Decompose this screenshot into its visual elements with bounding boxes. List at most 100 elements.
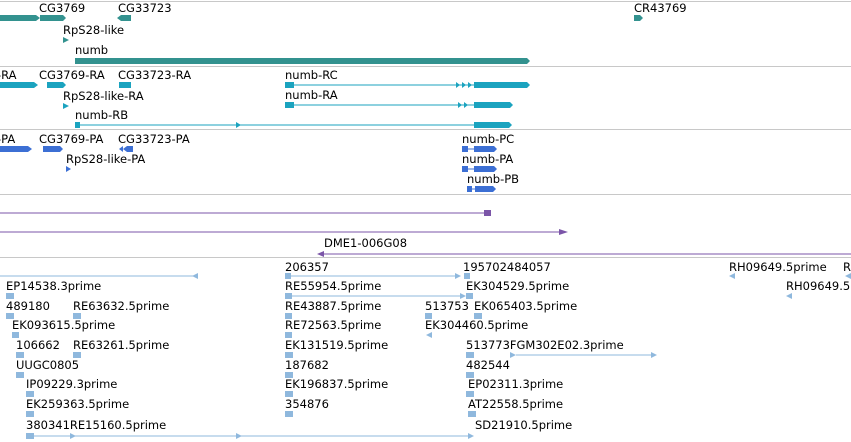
protein-label: RpS28-like-PA xyxy=(66,152,145,166)
est-label: 489180 xyxy=(6,299,50,313)
est-feature[interactable] xyxy=(0,273,198,279)
est-feature[interactable] xyxy=(285,411,293,417)
track-separators xyxy=(0,1,851,258)
est-feature[interactable] xyxy=(6,313,14,319)
est-feature[interactable] xyxy=(474,313,482,319)
transcript-label: numb-RA xyxy=(285,88,338,102)
gene-feature-cg3769[interactable]: CG3769 xyxy=(39,1,85,21)
est-label: EK131519.5prime xyxy=(285,338,388,352)
transcript-label: numb-RC xyxy=(285,68,338,82)
gene-track: CG3769 CG33723 RpS28-like numb CR43769 xyxy=(0,1,687,64)
gene-feature-partial[interactable] xyxy=(0,15,40,21)
est-feature[interactable] xyxy=(466,372,474,378)
est-feature[interactable] xyxy=(786,293,792,299)
est-feature[interactable] xyxy=(285,352,293,358)
est-label: 106662 xyxy=(16,338,60,352)
est-label: 354876 xyxy=(285,397,329,411)
est-feature[interactable] xyxy=(425,313,432,319)
transcript-feature[interactable]: CG3769-RA xyxy=(39,68,105,88)
est-feature[interactable] xyxy=(510,352,657,358)
est-feature[interactable] xyxy=(73,313,81,319)
transcript-label: -RA xyxy=(0,68,17,82)
est-label: EK196837.5prime xyxy=(285,377,388,391)
protein-feature[interactable]: -PA xyxy=(0,132,32,152)
protein-label: numb-PB xyxy=(467,172,519,186)
protein-feature[interactable]: CG33723-PA xyxy=(118,132,190,152)
transcript-feature-numb-rc[interactable]: numb-RC xyxy=(285,68,530,88)
transcript-feature[interactable]: CG33723-RA xyxy=(118,68,191,88)
clone-label: DME1-006G08 xyxy=(324,236,407,250)
est-feature[interactable] xyxy=(16,372,24,378)
protein-feature[interactable]: RpS28-like-PA xyxy=(66,152,145,172)
est-label: RH09649.5 xyxy=(786,279,850,293)
est-label: RE63261.5prime xyxy=(73,338,169,352)
protein-track: -PA CG3769-PA CG33723-PA numb-PC RpS28-l… xyxy=(0,132,519,192)
gene-label: CR43769 xyxy=(634,1,687,15)
est-feature[interactable] xyxy=(285,391,293,397)
gene-feature-cr43769[interactable]: CR43769 xyxy=(634,1,687,21)
clone-feature[interactable] xyxy=(0,229,568,235)
est-feature[interactable] xyxy=(285,332,292,338)
gene-feature-numb[interactable]: numb xyxy=(75,43,530,64)
transcript-label: numb-RB xyxy=(75,108,128,122)
protein-label: numb-PC xyxy=(462,132,514,146)
transcript-feature[interactable]: -RA xyxy=(0,68,38,88)
gene-label: CG33723 xyxy=(118,1,172,15)
est-feature[interactable] xyxy=(466,293,473,299)
protein-label: CG3769-PA xyxy=(39,132,104,146)
est-track: 206357 195702484057 RH09649.5prime R EP1… xyxy=(0,260,851,439)
protein-label: -PA xyxy=(0,132,15,146)
gene-label: numb xyxy=(75,43,108,57)
est-feature[interactable] xyxy=(466,391,474,397)
est-label: 513753 xyxy=(425,299,469,313)
est-feature[interactable] xyxy=(26,433,474,439)
est-feature-rh09649[interactable] xyxy=(729,273,735,279)
est-label: RE43887.5prime xyxy=(285,299,381,313)
est-feature[interactable] xyxy=(285,293,466,299)
transcript-label: CG33723-RA xyxy=(118,68,191,82)
gene-feature-rps28-like[interactable]: RpS28-like xyxy=(63,23,124,43)
clone-feature[interactable] xyxy=(0,210,491,216)
est-label: 380341RE15160.5prime xyxy=(26,418,166,432)
est-feature[interactable] xyxy=(16,352,24,358)
est-label: 513773FGM302E02.3prime xyxy=(466,338,624,352)
est-label: EK304529.5prime xyxy=(466,279,569,293)
est-feature-206357[interactable] xyxy=(285,273,461,279)
transcript-feature-numb-ra[interactable]: numb-RA xyxy=(285,88,513,108)
est-label: EK304460.5prime xyxy=(425,318,528,332)
est-label: RE55954.5prime xyxy=(285,279,381,293)
protein-feature-numb-pa[interactable]: numb-PA xyxy=(462,152,513,172)
gene-feature-cg33723[interactable]: CG33723 xyxy=(117,1,172,21)
est-label: EP02311.3prime xyxy=(468,377,563,391)
est-label: 206357 xyxy=(285,260,329,274)
est-feature-r[interactable] xyxy=(845,273,851,279)
est-label: SD21910.5prime xyxy=(475,418,572,432)
est-feature[interactable] xyxy=(426,332,432,338)
transcript-feature-numb-rb[interactable]: numb-RB xyxy=(75,108,512,128)
est-feature[interactable] xyxy=(285,313,292,319)
transcript-feature[interactable]: RpS28-like-RA xyxy=(63,89,144,109)
protein-label: CG33723-PA xyxy=(118,132,190,146)
est-label: EK259363.5prime xyxy=(26,397,129,411)
est-feature[interactable] xyxy=(26,391,34,397)
protein-feature[interactable]: CG3769-PA xyxy=(39,132,104,152)
protein-feature-numb-pb[interactable]: numb-PB xyxy=(467,172,519,192)
est-feature[interactable] xyxy=(466,352,474,358)
est-feature[interactable] xyxy=(12,332,19,338)
est-label: EK093615.5prime xyxy=(12,318,115,332)
est-label: IP09229.3prime xyxy=(26,377,117,391)
est-feature[interactable] xyxy=(285,372,293,378)
clone-feature-dme1-006g08[interactable]: DME1-006G08 xyxy=(317,236,851,257)
est-feature-195702484057[interactable] xyxy=(464,273,470,279)
est-feature[interactable] xyxy=(26,411,34,417)
est-label: EP14538.3prime xyxy=(6,279,101,293)
est-label: 482544 xyxy=(466,358,510,372)
est-label: RH09649.5prime xyxy=(729,260,827,274)
est-feature[interactable] xyxy=(468,411,476,417)
est-feature[interactable] xyxy=(73,352,81,358)
transcript-track: -RA CG3769-RA CG33723-RA numb-RC RpS28-l… xyxy=(0,68,530,128)
est-feature[interactable] xyxy=(6,293,14,299)
protein-feature-numb-pc[interactable]: numb-PC xyxy=(462,132,514,152)
est-label: RE63632.5prime xyxy=(73,299,169,313)
